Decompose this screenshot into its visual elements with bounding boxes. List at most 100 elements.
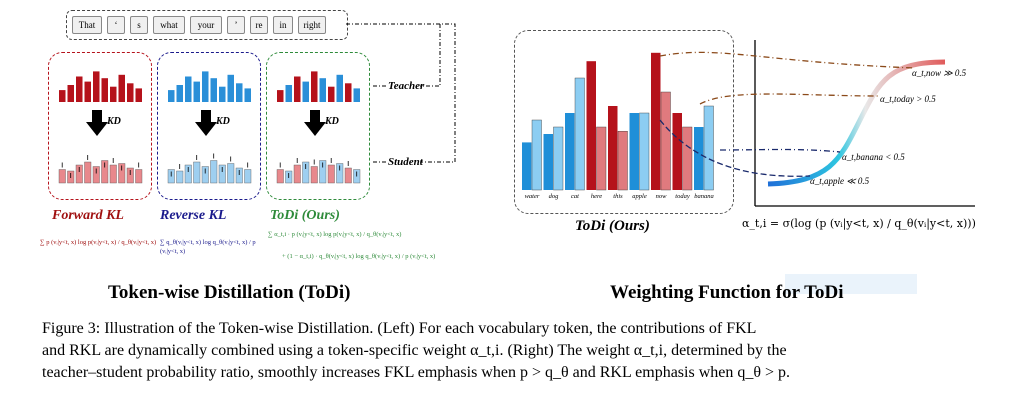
student-bar (336, 163, 344, 184)
student-bar (218, 164, 226, 184)
caption-line-3: teacher–student probability ratio, smoot… (42, 364, 791, 381)
student-bar (310, 166, 318, 184)
x-label: apple (632, 193, 647, 200)
x-label: here (590, 193, 603, 200)
teacher-bar (168, 90, 175, 102)
todi-ours-label: ToDi (Ours) (575, 218, 650, 234)
x-label: today (675, 193, 690, 200)
teacher-prob-bar (629, 113, 639, 190)
student-bar (193, 161, 201, 184)
teacher-prob-bar (651, 52, 661, 190)
teacher-bar (118, 74, 125, 102)
student-label: Student (388, 156, 423, 168)
token-chip: right (298, 16, 326, 34)
student-prob-bar (553, 126, 564, 191)
student-bar (319, 160, 327, 184)
teacher-bar (210, 78, 217, 102)
student-prob-bar (596, 126, 607, 191)
teacher-bar (67, 85, 74, 102)
teacher-bar (328, 86, 335, 102)
student-prob-bar (703, 105, 714, 191)
student-bar (235, 167, 243, 184)
figure-caption: Figure 3: Illustration of the Token-wise… (42, 318, 992, 384)
student-bar (118, 163, 126, 184)
left-bars-svg (58, 23, 456, 184)
todi-box (266, 52, 370, 200)
student-prob-bar (574, 77, 585, 191)
todi-formula-line1: ∑ α_t,i · p (vᵢ|y<t, x) log p(vᵢ|y<t, x)… (268, 231, 402, 238)
teacher-prob-bar (608, 106, 618, 190)
connector-teacher (420, 24, 441, 87)
forward-kl-box (48, 52, 152, 200)
teacher-bar (84, 81, 91, 102)
kd-label-2: KD (216, 116, 230, 127)
teacher-bar (285, 85, 292, 102)
student-bar (92, 166, 100, 184)
todi-label: ToDi (Ours) (270, 208, 340, 223)
kd-arrow-shaft (92, 110, 102, 122)
annotation-apple: α_t,apple ≪ 0.5 (810, 176, 870, 186)
reverse-kl-formula: ∑ q_θ(vᵢ|y<t, x) log q_θ(vᵢ|y<t, x) / p … (160, 239, 256, 255)
teacher-bar (135, 88, 142, 102)
student-bar (135, 169, 143, 184)
student-bar (126, 167, 134, 184)
todi-formula-line2: + (1 − α_t,i) · q_θ(vᵢ|y<t, x) log q_θ(v… (282, 253, 436, 260)
student-bar (184, 164, 192, 184)
title-highlight (785, 274, 917, 294)
teacher-bar (227, 74, 234, 102)
student-prob-bar (639, 112, 650, 191)
kd-label-1: KD (107, 116, 121, 127)
x-label: cat (571, 193, 579, 200)
x-label: now (655, 193, 667, 200)
kd-label-3: KD (325, 116, 339, 127)
teacher-bar (202, 71, 209, 102)
x-label: banana (694, 193, 714, 200)
student-bar (84, 161, 92, 184)
x-label: this (613, 193, 623, 200)
teacher-bar (277, 90, 284, 102)
teacher-bar (59, 90, 66, 102)
teacher-bar (110, 86, 117, 102)
student-bar (344, 167, 352, 184)
teacher-prob-bar (672, 113, 682, 190)
kd-arrow-shaft (201, 110, 211, 122)
x-label: dog (548, 193, 559, 200)
teacher-bar (176, 85, 183, 102)
kd-arrow-head (86, 122, 108, 136)
teacher-bar (319, 78, 326, 102)
student-bar (101, 160, 109, 184)
teacher-bar (353, 88, 360, 102)
annotation-now: α_t,now ≫ 0.5 (912, 68, 967, 78)
right-chart-svg (522, 40, 975, 207)
kd-arrow-head (304, 122, 326, 136)
teacher-bar (76, 76, 83, 102)
token-chip: your (190, 16, 222, 34)
teacher-bar (294, 76, 301, 102)
caption-line-2: and RKL are dynamically combined using a… (42, 342, 787, 359)
teacher-prob-bar (543, 134, 553, 190)
token-chip: what (153, 16, 185, 34)
teacher-prob-bar (586, 61, 596, 191)
annotation-banana: α_t,banana < 0.5 (842, 152, 905, 162)
teacher-bar (127, 83, 134, 102)
student-bar (75, 164, 83, 184)
teacher-bar (185, 76, 192, 102)
teacher-prob-bar (522, 142, 532, 190)
student-bar (201, 166, 209, 184)
teacher-bar (311, 71, 318, 102)
student-bar (176, 170, 184, 184)
kd-arrow-head (195, 122, 217, 136)
student-prob-bar (617, 130, 628, 191)
token-strip (66, 10, 348, 40)
reverse-kl-box (157, 52, 261, 200)
sigmoid-curve (767, 59, 946, 187)
teacher-bar (219, 86, 226, 102)
teacher-label: Teacher (388, 80, 425, 92)
teacher-bar (244, 88, 251, 102)
todi-chart-box (514, 30, 734, 214)
forward-kl-formula: ∑ p (vᵢ|y<t, x) log p(vᵢ|y<t, x) / q_θ(v… (40, 239, 157, 246)
forward-kl-label: Forward KL (52, 208, 124, 223)
student-prob-bar (531, 119, 542, 191)
teacher-bar (93, 71, 100, 102)
teacher-bar (236, 83, 243, 102)
